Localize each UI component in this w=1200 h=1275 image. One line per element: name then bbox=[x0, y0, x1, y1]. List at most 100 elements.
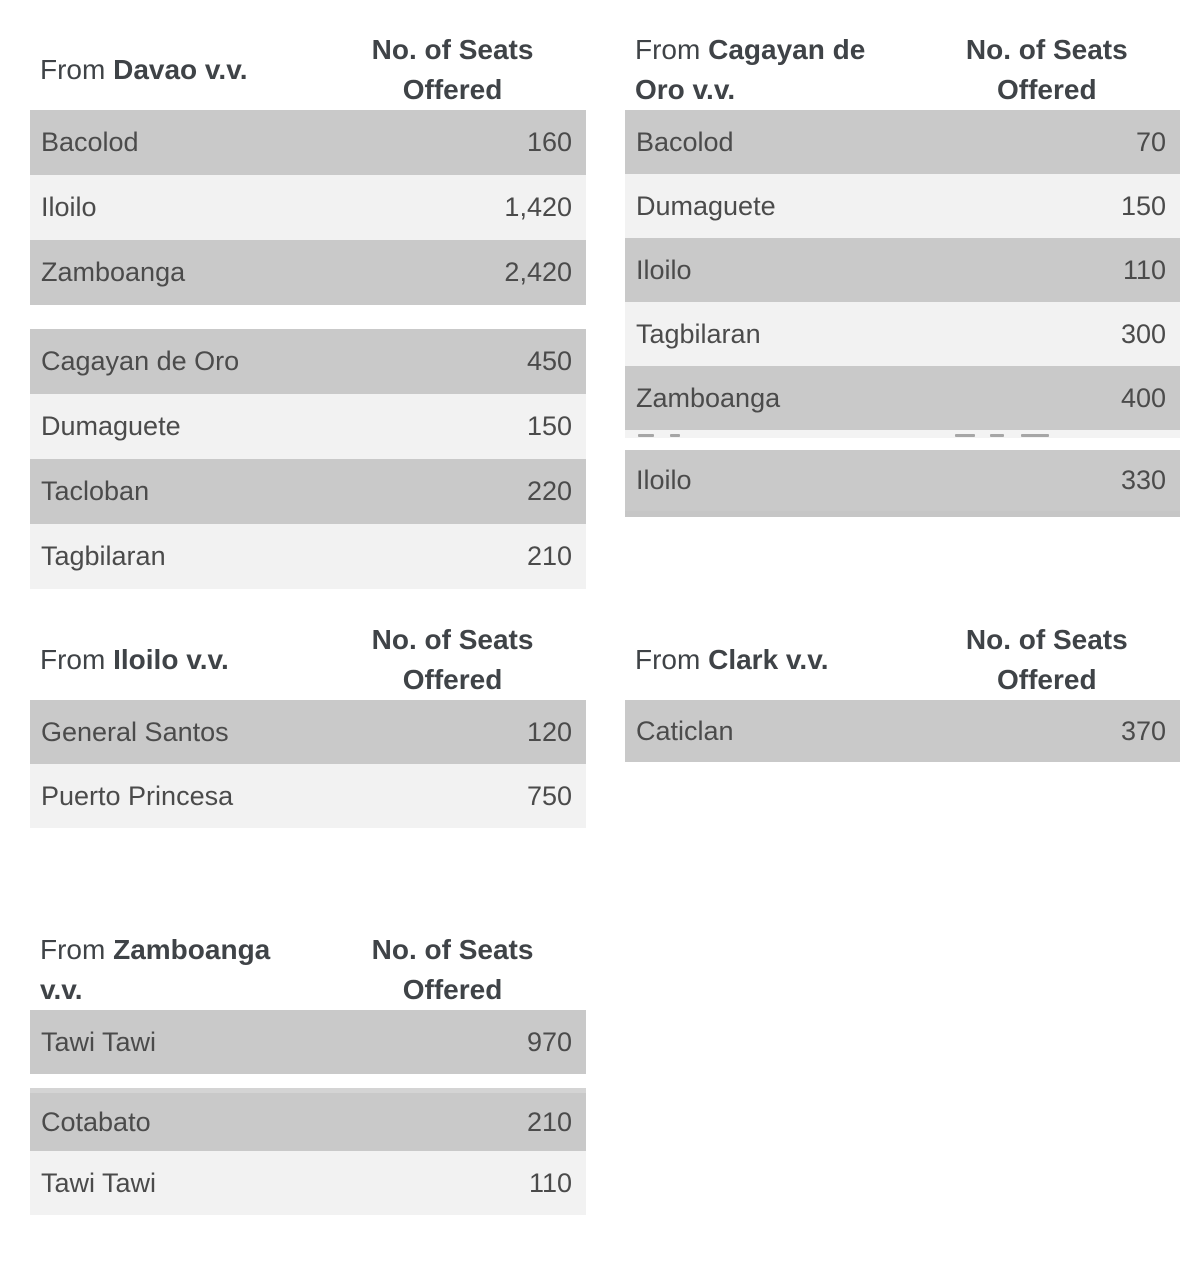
seats-cell: 1,420 bbox=[504, 192, 572, 222]
destination-cell: Iloilo bbox=[636, 465, 692, 495]
table-row: Bacolod 70 bbox=[625, 110, 1180, 174]
clipped-text-fragment bbox=[990, 434, 1004, 437]
table-row: Iloilo 1,420 bbox=[30, 175, 586, 240]
table-row: Zamboanga 400 bbox=[625, 366, 1180, 430]
table-header: From Cagayan de Oro v.v. No. of Seats Of… bbox=[625, 30, 1180, 110]
table-row: Caticlan 370 bbox=[625, 700, 1180, 762]
seats-header-line2: Offered bbox=[402, 974, 503, 1005]
destination-cell: Iloilo bbox=[41, 192, 97, 222]
seats-cell: 160 bbox=[526, 127, 572, 157]
destination-cell: Cotabato bbox=[41, 1106, 151, 1137]
table-from-zamboanga: From Zamboanga v.v. No. of Seats Offered… bbox=[30, 930, 586, 1215]
from-label: From Davao v.v. bbox=[30, 50, 319, 90]
destination-cell: Zamboanga bbox=[41, 257, 186, 287]
seats-header-line1: No. of Seats bbox=[371, 34, 534, 65]
destination-cell: Tacloban bbox=[41, 476, 150, 506]
table-row: Zamboanga 2,420 bbox=[30, 240, 586, 305]
seats-cell: 2,420 bbox=[504, 257, 572, 287]
table-header: From Clark v.v. No. of Seats Offered bbox=[625, 620, 1180, 700]
destination-cell: Tagbilaran bbox=[41, 541, 166, 571]
table-from-cagayan-de-oro: From Cagayan de Oro v.v. No. of Seats Of… bbox=[625, 30, 1180, 517]
clipped-row-remnant bbox=[30, 1088, 586, 1093]
destination-cell: Caticlan bbox=[636, 715, 734, 746]
seats-cell: 970 bbox=[526, 1026, 572, 1057]
clipped-text-fragment bbox=[1021, 434, 1049, 437]
table-row: General Santos 120 bbox=[30, 700, 586, 764]
seats-cell: 210 bbox=[526, 541, 572, 571]
destination-cell: Zamboanga bbox=[636, 382, 781, 413]
seats-header: No. of Seats Offered bbox=[319, 30, 586, 110]
from-city: Iloilo v.v. bbox=[113, 644, 229, 675]
seats-cell: 150 bbox=[526, 411, 572, 441]
table-row: Puerto Princesa 750 bbox=[30, 764, 586, 828]
from-prefix: From bbox=[40, 644, 106, 675]
seats-header-line1: No. of Seats bbox=[371, 624, 534, 655]
table-row: Tawi Tawi 970 bbox=[30, 1010, 586, 1074]
clipped-text-fragment bbox=[638, 434, 654, 437]
destination-cell: Bacolod bbox=[41, 127, 139, 157]
table-row: Cotabato 210 bbox=[30, 1093, 586, 1151]
table-row: Dumaguete 150 bbox=[625, 174, 1180, 238]
table-header: From Davao v.v. No. of Seats Offered bbox=[30, 30, 586, 110]
table-row: Dumaguete 150 bbox=[30, 394, 586, 459]
seats-header-line2: Offered bbox=[997, 664, 1097, 695]
seats-header: No. of Seats Offered bbox=[319, 930, 586, 1010]
seats-cell: 450 bbox=[526, 346, 572, 376]
from-city: Cagayan de Oro v.v. bbox=[635, 34, 866, 105]
clipped-text-fragment bbox=[670, 434, 680, 437]
seats-cell: 370 bbox=[1120, 715, 1166, 746]
from-label: From Clark v.v. bbox=[625, 640, 914, 680]
seats-cell: 110 bbox=[528, 1167, 572, 1198]
destination-cell: General Santos bbox=[41, 716, 229, 747]
from-label: From Zamboanga v.v. bbox=[30, 930, 319, 1010]
seats-cell: 400 bbox=[1120, 382, 1166, 413]
seats-header: No. of Seats Offered bbox=[319, 620, 586, 700]
table-row: Bacolod 160 bbox=[30, 110, 586, 175]
seats-cell: 750 bbox=[526, 780, 572, 811]
from-city: Davao v.v. bbox=[113, 54, 248, 85]
seats-cell: 70 bbox=[1135, 126, 1166, 157]
seats-cell: 220 bbox=[526, 476, 572, 506]
clipped-text-fragment bbox=[955, 434, 975, 437]
table-row: Tagbilaran 210 bbox=[30, 524, 586, 589]
from-label: From Cagayan de Oro v.v. bbox=[625, 30, 914, 110]
destination-cell: Tagbilaran bbox=[636, 318, 761, 349]
seats-cell: 150 bbox=[1120, 190, 1166, 221]
seats-cell: 300 bbox=[1120, 318, 1166, 349]
seats-header: No. of Seats Offered bbox=[914, 620, 1180, 700]
destination-cell: Tawi Tawi bbox=[41, 1167, 157, 1198]
from-prefix: From bbox=[635, 34, 701, 65]
seats-header-line2: Offered bbox=[997, 74, 1097, 105]
seats-cell: 210 bbox=[526, 1106, 572, 1137]
destination-cell: Puerto Princesa bbox=[41, 780, 234, 811]
seats-header-line1: No. of Seats bbox=[371, 934, 534, 965]
seats-cell: 110 bbox=[1122, 254, 1166, 285]
table-row: Cagayan de Oro 450 bbox=[30, 329, 586, 394]
clipped-row-remnant bbox=[625, 511, 1180, 517]
seats-header-line1: No. of Seats bbox=[965, 34, 1128, 65]
seats-cell: 120 bbox=[526, 716, 572, 747]
table-header: From Iloilo v.v. No. of Seats Offered bbox=[30, 620, 586, 700]
table-from-clark: From Clark v.v. No. of Seats Offered Cat… bbox=[625, 620, 1180, 762]
seats-header-line2: Offered bbox=[402, 664, 503, 695]
seats-header-line2: Offered bbox=[402, 74, 503, 105]
seats-cell: 330 bbox=[1120, 465, 1166, 495]
from-prefix: From bbox=[40, 934, 106, 965]
seats-header-line1: No. of Seats bbox=[965, 624, 1128, 655]
from-prefix: From bbox=[635, 644, 701, 675]
table-from-davao: From Davao v.v. No. of Seats Offered Bac… bbox=[30, 30, 586, 589]
from-label: From Iloilo v.v. bbox=[30, 640, 319, 680]
destination-cell: Iloilo bbox=[636, 254, 692, 285]
destination-cell: Tawi Tawi bbox=[41, 1026, 157, 1057]
destination-cell: Bacolod bbox=[636, 126, 734, 157]
seats-header: No. of Seats Offered bbox=[914, 30, 1180, 110]
table-header: From Zamboanga v.v. No. of Seats Offered bbox=[30, 930, 586, 1010]
table-row: Iloilo 110 bbox=[625, 238, 1180, 302]
table-row: Tagbilaran 300 bbox=[625, 302, 1180, 366]
clipped-row-remnant bbox=[625, 430, 1180, 438]
from-prefix: From bbox=[40, 54, 106, 85]
table-row: Iloilo 330 bbox=[625, 450, 1180, 511]
table-row: Tacloban 220 bbox=[30, 459, 586, 524]
destination-cell: Dumaguete bbox=[41, 411, 181, 441]
from-city: Zamboanga v.v. bbox=[40, 934, 271, 1005]
